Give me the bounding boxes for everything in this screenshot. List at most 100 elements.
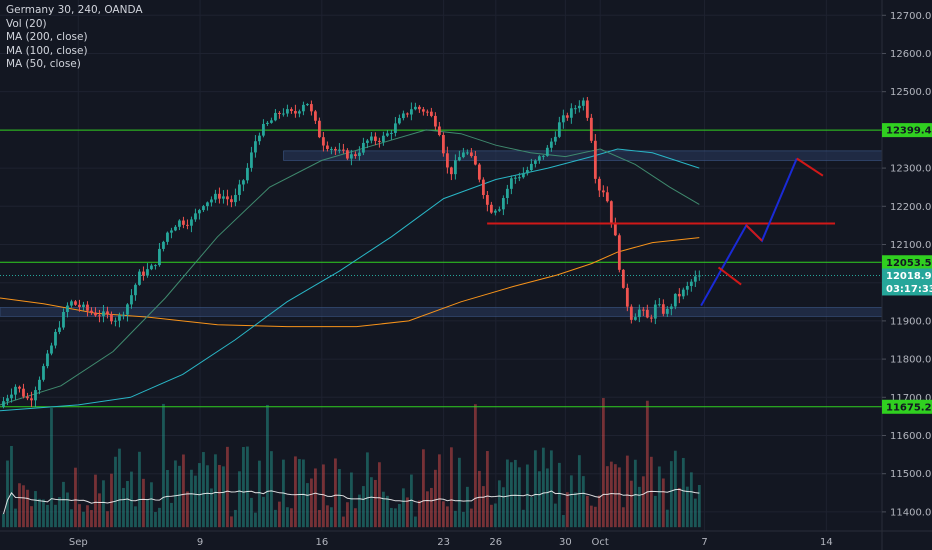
volume-bar bbox=[170, 502, 173, 528]
volume-bar bbox=[617, 467, 621, 528]
volume-bar bbox=[278, 501, 281, 528]
volume-bar bbox=[541, 447, 545, 528]
volume-bar bbox=[537, 471, 541, 528]
volume-bar bbox=[218, 464, 221, 528]
candle-body bbox=[525, 170, 529, 174]
volume-bar bbox=[573, 492, 577, 528]
candle-body bbox=[326, 145, 329, 149]
volume-ma-line bbox=[3, 488, 700, 515]
candle-body bbox=[649, 317, 653, 319]
volume-bar bbox=[581, 476, 585, 528]
volume-bar bbox=[102, 480, 105, 528]
volume-bar bbox=[649, 456, 653, 528]
candle-body bbox=[250, 152, 253, 168]
volume-bar bbox=[382, 491, 385, 528]
volume-bar bbox=[693, 498, 697, 528]
volume-bar bbox=[326, 505, 329, 528]
candle-body bbox=[74, 301, 77, 305]
volume-bar bbox=[553, 503, 557, 528]
candle-body bbox=[581, 100, 585, 106]
candle-body bbox=[597, 178, 601, 191]
candles bbox=[2, 96, 701, 409]
volume-bar bbox=[401, 488, 405, 528]
volume-bar bbox=[386, 495, 389, 528]
volume-bar bbox=[202, 452, 205, 528]
candle-body bbox=[621, 269, 625, 288]
volume-bar bbox=[114, 456, 117, 528]
candle-body bbox=[505, 188, 509, 199]
candle-body bbox=[493, 210, 497, 213]
candle-body bbox=[449, 167, 453, 175]
candle-body bbox=[429, 111, 433, 116]
candle-body bbox=[254, 141, 257, 153]
candle-body bbox=[30, 398, 33, 401]
candle-body bbox=[374, 136, 377, 141]
candle-body bbox=[421, 109, 425, 112]
volume-bar bbox=[593, 506, 597, 528]
volume-bar bbox=[230, 516, 233, 528]
candle-body bbox=[154, 265, 157, 267]
candle-body bbox=[10, 394, 13, 399]
volume-bar bbox=[14, 508, 17, 528]
volume-bar bbox=[234, 509, 237, 528]
volume-bar bbox=[366, 452, 369, 528]
volume-bar bbox=[138, 451, 141, 528]
volume-bar bbox=[477, 470, 481, 528]
volume-bar bbox=[142, 478, 145, 528]
volume-bar bbox=[549, 450, 553, 528]
candle-body bbox=[609, 201, 613, 223]
volume-bar bbox=[657, 466, 661, 528]
candle-body bbox=[346, 150, 349, 159]
volume-bar bbox=[206, 465, 209, 528]
time-axis[interactable]: Sep 9 16 23 26 30 Oct 7 14 bbox=[69, 537, 833, 548]
volume-bar bbox=[633, 459, 637, 528]
candle-body bbox=[477, 164, 481, 180]
candle-body bbox=[657, 304, 661, 306]
candle-body bbox=[262, 123, 265, 136]
x-tick-label: 30 bbox=[559, 537, 572, 548]
legend-ma200: MA (200, close) bbox=[6, 31, 88, 43]
x-tick-label: 14 bbox=[820, 537, 833, 548]
volume-bar bbox=[270, 451, 273, 528]
volume-bar bbox=[286, 507, 289, 528]
volume-bar bbox=[150, 482, 153, 528]
volume-bar bbox=[509, 462, 513, 528]
volume-bar bbox=[609, 461, 613, 528]
candle-body bbox=[238, 184, 241, 195]
volume-bar bbox=[485, 451, 489, 528]
candle-body bbox=[397, 118, 401, 124]
volume-bar bbox=[246, 446, 249, 528]
candle-body bbox=[366, 140, 369, 143]
candle-body bbox=[681, 289, 685, 297]
candle-body bbox=[118, 315, 121, 321]
volume-bar bbox=[405, 497, 409, 528]
price-badge-label: 12018.9 bbox=[886, 271, 932, 282]
candle-body bbox=[274, 112, 277, 121]
volume-bar bbox=[569, 475, 573, 528]
candle-body bbox=[370, 136, 373, 141]
volume-bar bbox=[82, 511, 85, 528]
volume-bar bbox=[625, 455, 629, 528]
candle-body bbox=[693, 276, 697, 282]
candle-body bbox=[549, 141, 553, 148]
volume-bar bbox=[629, 480, 633, 528]
volume-bar bbox=[266, 404, 269, 528]
volume-bar bbox=[697, 484, 701, 528]
volume-bars bbox=[2, 398, 701, 528]
candle-body bbox=[641, 309, 645, 311]
candle-body bbox=[146, 269, 149, 276]
candle-body bbox=[605, 192, 609, 202]
volume-bar bbox=[565, 492, 569, 528]
volume-bar bbox=[362, 486, 365, 528]
volume-bar bbox=[334, 458, 337, 528]
y-tick-label: 11900.0 bbox=[890, 316, 931, 327]
volume-bar bbox=[493, 503, 497, 528]
volume-bar bbox=[413, 516, 417, 528]
candle-body bbox=[158, 248, 161, 266]
volume-bar bbox=[306, 483, 309, 528]
volume-bar bbox=[533, 450, 537, 528]
candle-body bbox=[386, 133, 389, 136]
volume-bar bbox=[154, 512, 157, 528]
candle-body bbox=[282, 113, 285, 115]
